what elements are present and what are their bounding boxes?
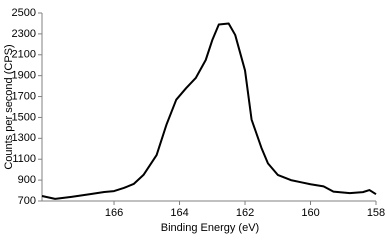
y-tick-label: 1300 [12,132,36,144]
x-tick-label: 162 [236,207,254,219]
y-tick-label: 1900 [12,70,36,82]
y-tick-label: 1700 [12,90,36,102]
y-tick-label: 2500 [12,7,36,19]
y-tick-label: 1500 [12,111,36,123]
x-tick-label: 160 [301,207,319,219]
x-axis-label: Binding Energy (eV) [161,222,259,234]
y-tick-label: 900 [18,174,36,186]
y-axis-label: Counts per second (CPS) [3,44,15,169]
x-tick-label: 164 [170,207,188,219]
x-tick-label: 158 [367,207,385,219]
y-tick-label: 1100 [12,153,36,165]
y-tick-label: 2100 [12,49,36,61]
x-tick-label: 166 [105,207,123,219]
data-line [41,22,377,200]
y-tick-label: 2300 [12,28,36,40]
y-tick-label: 700 [18,195,36,207]
